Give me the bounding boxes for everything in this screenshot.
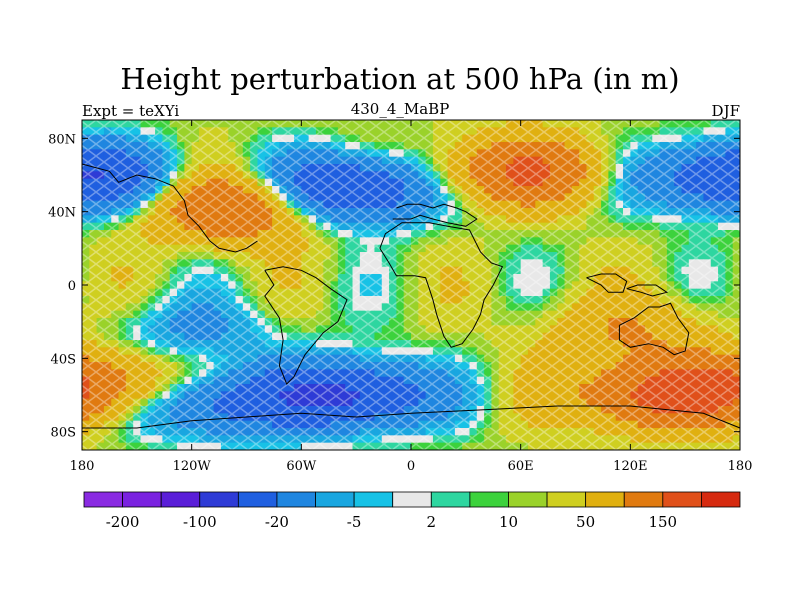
coastline [264,266,348,385]
colorbar-box [546,491,587,508]
colorbar-label: -200 [106,513,140,531]
x-tick-label: 180 [728,459,753,474]
colorbar-label: -5 [347,513,362,531]
colorbar-box [353,491,394,508]
colorbar-box [508,491,548,508]
colorbar-box [662,491,702,508]
colorbar-box [83,491,123,508]
y-tick-label: 80N [48,132,76,147]
colorbar-box [392,491,432,508]
axes: 180 120W 60W 0 60E 120E 180 80N 40N 0 40S 80S [48,120,752,474]
coastline [379,222,504,348]
coastline [586,273,628,293]
chart-title: Height perturbation at 500 hPa (in m) [120,62,680,96]
coastline [392,203,478,227]
coastline [82,405,741,429]
coastline [618,302,690,356]
colorbar-label: 2 [427,513,437,531]
x-tick-label: 120E [613,459,647,474]
colorbar-box [701,491,741,508]
x-tick-label: 0 [407,459,415,474]
colorbar-label: -100 [183,513,217,531]
colorbar-box [585,491,625,508]
colorbar-label: -20 [265,513,289,531]
y-tick-label: 80S [51,426,76,441]
colorbar-box [623,491,664,508]
coastline [81,163,258,253]
right-subtitle: DJF [711,102,740,120]
colorbar-label: 10 [499,513,518,531]
coastlines [81,163,741,429]
x-tick-label: 120W [173,459,212,474]
colorbar-label: 150 [648,513,677,531]
colorbar-box [430,491,471,508]
colorbar-box [469,491,509,508]
coastline [626,284,669,297]
x-tick-label: 60W [286,459,317,474]
center-subtitle: 430_4_MaBP [350,100,450,118]
hatch-overlay [82,120,740,450]
colorbar: -200 -100 -20 -5 2 10 50 150 [83,491,741,531]
x-tick-label: 60E [508,459,534,474]
colorbar-box [315,491,355,508]
colorbar-label: 50 [576,513,595,531]
y-tick-label: 40N [48,206,76,221]
colorbar-box [122,491,162,508]
colorbar-box [160,491,201,508]
x-tick-label: 180 [70,459,95,474]
colorbar-box [276,491,316,508]
colorbar-box [199,491,239,508]
y-tick-label: 0 [68,279,76,294]
left-subtitle: Expt = teXYi [82,102,180,120]
y-tick-label: 40S [51,352,76,367]
colorbar-box [237,491,278,508]
